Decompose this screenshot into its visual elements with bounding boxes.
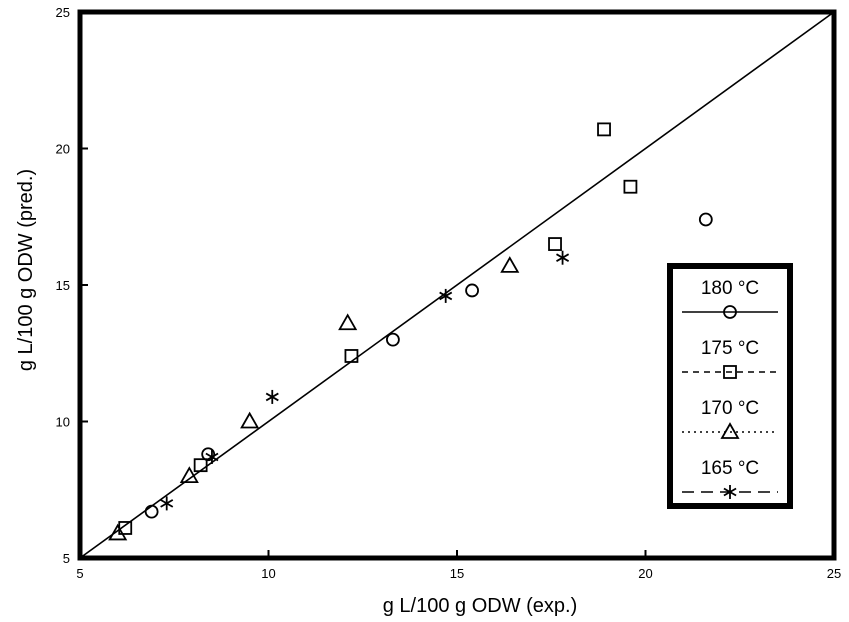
legend-label: 170 °C xyxy=(701,398,759,419)
data-point-triangle xyxy=(179,466,199,484)
x-tick-label: 15 xyxy=(450,566,464,581)
y-tick-label: 5 xyxy=(63,551,70,566)
data-point-star xyxy=(439,288,453,303)
data-point-square xyxy=(344,349,359,363)
data-point-circle xyxy=(144,504,159,519)
legend-label: 165 °C xyxy=(701,458,759,479)
y-axis-label: g L/100 g ODW (pred.) xyxy=(15,169,37,371)
data-point-star xyxy=(265,389,279,404)
legend-marker-triangle xyxy=(720,422,740,439)
data-point-triangle xyxy=(338,313,358,331)
data-point-circle xyxy=(201,447,216,462)
legend-marker-circle xyxy=(723,305,737,319)
data-point-triangle xyxy=(240,411,260,429)
y-tick-label: 20 xyxy=(56,142,70,157)
star-stroke xyxy=(265,392,279,402)
data-point-triangle xyxy=(500,256,520,273)
data-point-star xyxy=(160,496,174,511)
star-stroke xyxy=(439,291,453,301)
data-point-square xyxy=(548,237,562,251)
y-tick-label: 10 xyxy=(56,415,70,430)
x-tick-label: 10 xyxy=(261,566,275,581)
x-axis-label: g L/100 g ODW (exp.) xyxy=(383,595,578,617)
y-tick-label: 25 xyxy=(56,5,70,20)
legend-label: 180 °C xyxy=(701,278,759,299)
x-tick-label: 5 xyxy=(76,566,83,581)
x-tick-label: 25 xyxy=(827,566,841,581)
data-point-square xyxy=(597,122,611,137)
x-tick-label: 20 xyxy=(638,566,652,581)
legend-marker-star xyxy=(723,485,737,499)
data-point-star xyxy=(205,449,219,464)
data-point-star xyxy=(556,250,570,265)
star-stroke xyxy=(556,253,570,262)
y-tick-label: 15 xyxy=(56,278,70,293)
data-point-square xyxy=(623,179,638,194)
data-point-square xyxy=(193,458,208,473)
star-stroke xyxy=(723,487,737,497)
legend-marker-square xyxy=(723,365,737,379)
data-point-triangle xyxy=(108,523,128,541)
data-point-circle xyxy=(386,332,400,347)
star-stroke xyxy=(205,452,219,462)
data-point-circle xyxy=(698,212,713,227)
reference-line xyxy=(79,11,835,559)
legend-label: 175 °C xyxy=(701,338,759,359)
star-stroke xyxy=(160,499,174,508)
data-point-circle xyxy=(465,283,479,298)
